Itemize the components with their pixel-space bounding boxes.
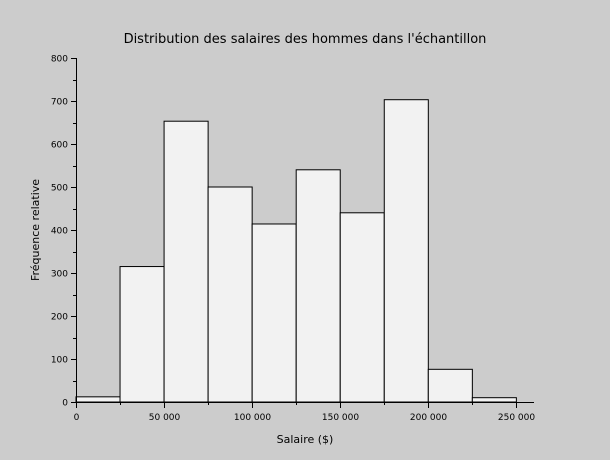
x-axis-label: Salaire ($) [277,433,334,446]
x-tick-label: 150 000 [322,413,359,423]
histogram-bar [207,186,253,403]
y-tick-label: 0 [62,399,68,409]
x-tick-label: 0 [74,413,80,423]
y-tick-label: 400 [51,227,68,237]
y-tick-label: 500 [51,184,68,194]
chart-title: Distribution des salaires des hommes dan… [124,32,487,47]
x-tick-label: 250 000 [498,413,535,423]
histogram-bar [471,397,517,403]
y-tick-label: 300 [51,270,68,280]
histogram-bar [163,120,209,403]
x-tick-label: 100 000 [234,413,271,423]
bars-group [75,99,517,403]
histogram-bar [427,368,473,403]
y-tick-label: 700 [51,98,68,108]
y-tick-label: 600 [51,141,68,151]
x-tick-label: 50 000 [149,413,181,423]
y-axis-label: Fréquence relative [29,179,42,281]
y-tick-label: 100 [51,356,68,366]
axes-group: 0 50 000 100 000 150 000 200 000 250 000 0 100 2… [51,55,536,424]
histogram-bar [251,223,297,403]
y-tick-label: 200 [51,313,68,323]
histogram-bar [339,212,385,403]
y-tick-label: 800 [51,55,68,65]
histogram-bar [295,169,341,403]
histogram-bar [75,396,121,403]
x-tick-label: 200 000 [410,413,447,423]
histogram-bar [383,99,429,403]
histogram-bar [119,266,165,403]
